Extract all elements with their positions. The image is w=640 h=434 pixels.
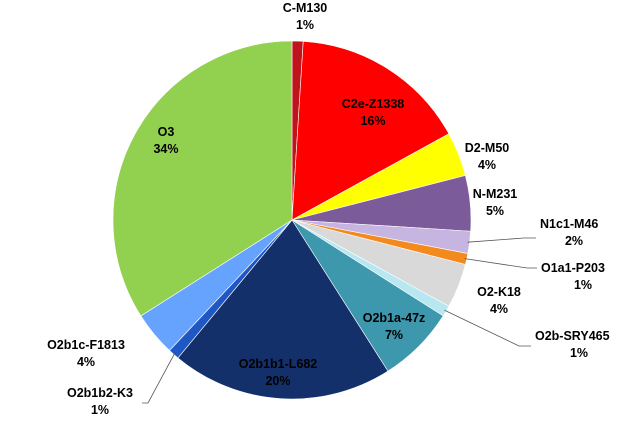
slice-percent-label: 7% bbox=[385, 328, 403, 342]
slice-percent-label: 2% bbox=[565, 234, 583, 248]
slice-name-label: O2b1c-F1813 bbox=[47, 338, 125, 352]
leader-o2b1b2-k3 bbox=[142, 352, 176, 404]
slice-name-label: C2e-Z1338 bbox=[342, 97, 405, 111]
slice-o2b1b1-l682 bbox=[177, 219, 389, 400]
slice-percent-label: 1% bbox=[570, 346, 588, 360]
slice-name-label: O2b1b2-K3 bbox=[67, 386, 133, 400]
slice-percent-label: 1% bbox=[574, 278, 592, 292]
slice-name-label: O3 bbox=[158, 125, 175, 139]
slice-percent-label: 4% bbox=[77, 355, 95, 369]
slice-percent-label: 4% bbox=[478, 158, 496, 172]
slice-percent-label: 1% bbox=[296, 18, 314, 32]
leader-lines bbox=[142, 237, 537, 404]
slice-name-label: O2b1b1-L682 bbox=[239, 357, 318, 371]
slice-percent-label: 20% bbox=[265, 374, 290, 388]
slice-name-label: N-M231 bbox=[473, 187, 518, 201]
slice-name-label: N1c1-M46 bbox=[540, 217, 598, 231]
leader-n1c1-m46 bbox=[467, 237, 536, 243]
slice-percent-label: 16% bbox=[360, 114, 385, 128]
slice-percent-label: 1% bbox=[91, 403, 109, 417]
slice-name-label: D2-M50 bbox=[465, 141, 510, 155]
slice-name-label: O2-K18 bbox=[477, 285, 521, 299]
slice-labels: C-M130 1% C2e-Z1338 16% D2-M50 4% N-M231 5% N1c1… bbox=[47, 1, 610, 417]
slice-percent-label: 34% bbox=[153, 142, 178, 156]
leader-o2b-sry465 bbox=[444, 309, 531, 347]
pie-slices bbox=[112, 40, 472, 400]
slice-o3 bbox=[112, 40, 293, 317]
slice-percent-label: 5% bbox=[486, 204, 504, 218]
leader-o1a1-p203 bbox=[464, 258, 537, 269]
slice-name-label: O2b1a-47z bbox=[363, 311, 426, 325]
slice-c2e-z1338 bbox=[291, 41, 450, 221]
slice-name-label: O2b-SRY465 bbox=[535, 329, 610, 343]
slice-name-label: C-M130 bbox=[283, 1, 328, 15]
slice-name-label: O1a1-P203 bbox=[541, 261, 605, 275]
slice-percent-label: 4% bbox=[490, 302, 508, 316]
